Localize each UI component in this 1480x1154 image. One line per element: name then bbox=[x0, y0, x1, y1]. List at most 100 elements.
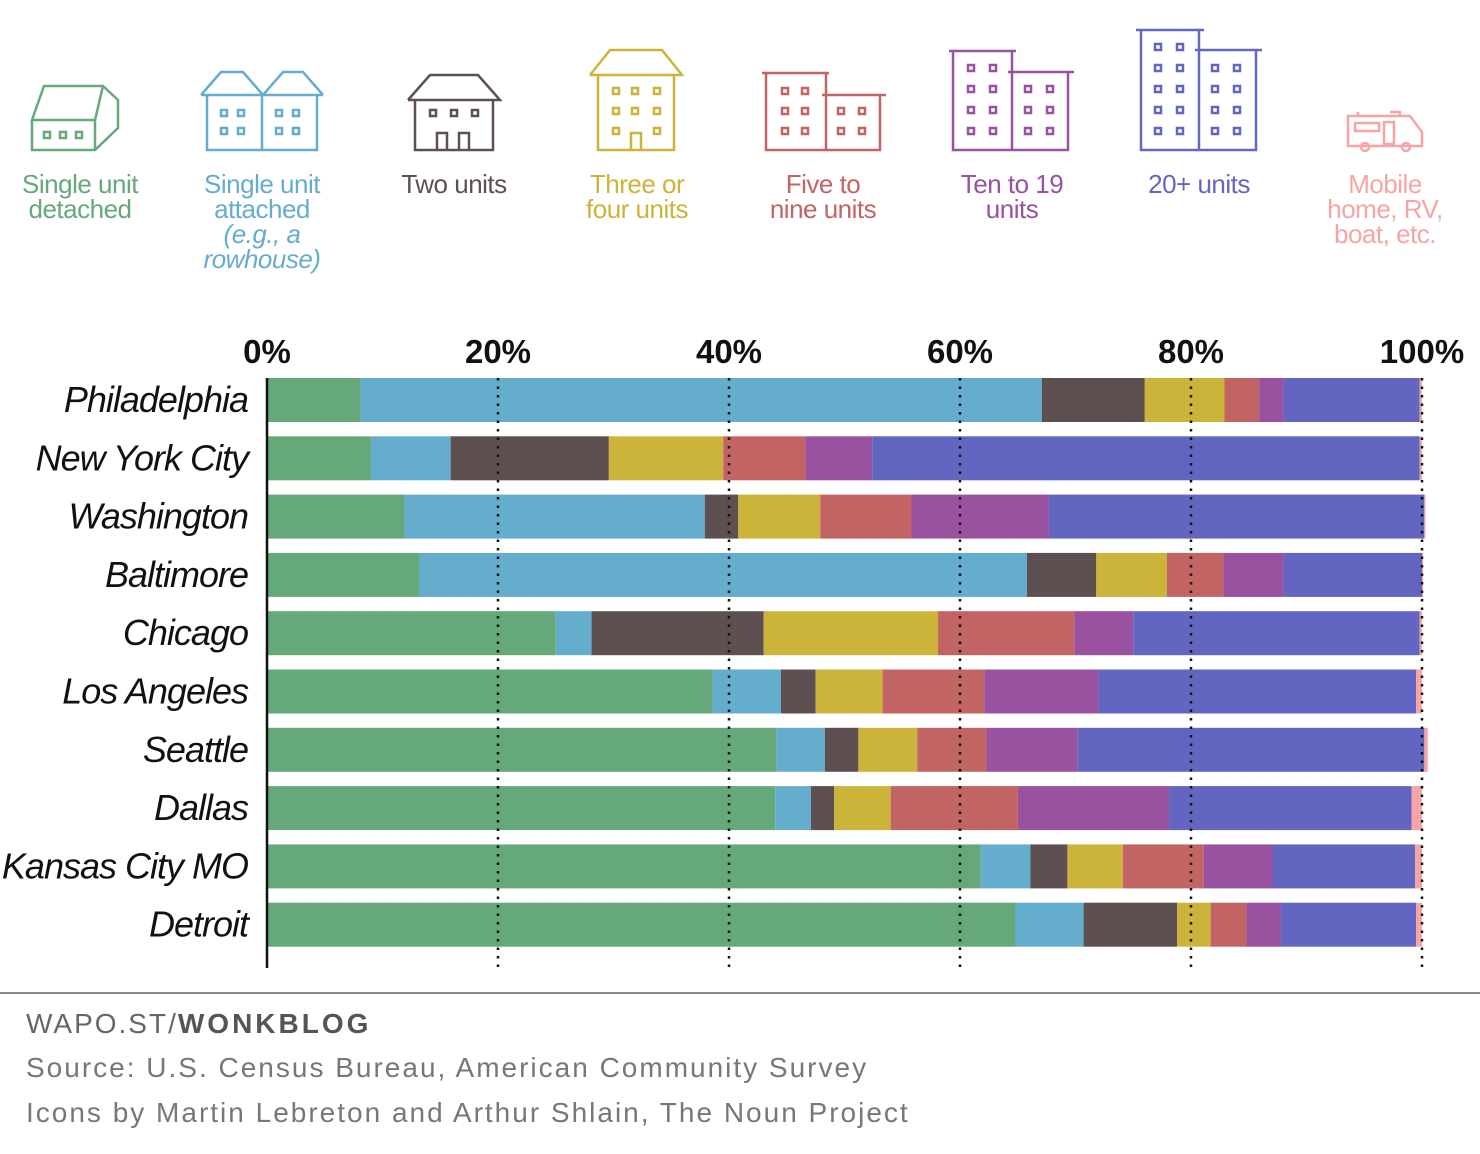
bar-segment bbox=[1281, 902, 1417, 947]
bar-segment bbox=[1144, 378, 1225, 422]
bar-segment bbox=[1415, 844, 1422, 889]
bar-segment bbox=[1419, 436, 1422, 481]
stacked-bar-chart: Philadelphia New York City Washington Balti… bbox=[2, 28, 1464, 968]
bar-segment bbox=[1067, 844, 1123, 889]
bar-segment bbox=[805, 436, 873, 481]
bar-segment bbox=[267, 902, 1016, 947]
bar-segment bbox=[917, 727, 987, 772]
bar-segment bbox=[890, 786, 1018, 831]
bar-segment bbox=[775, 786, 812, 831]
credit-brand: WONKBLOG bbox=[177, 1008, 372, 1039]
legend-label: Single unit detached bbox=[0, 169, 165, 222]
rv-icon bbox=[1346, 110, 1424, 153]
credit-prefix: WAPO.ST/ bbox=[26, 1008, 178, 1039]
small-apartment-icon bbox=[589, 48, 685, 152]
bar-segment bbox=[1026, 552, 1097, 597]
bar-segment bbox=[704, 494, 739, 539]
bar-segment bbox=[267, 494, 405, 539]
bar-segment bbox=[1411, 786, 1422, 831]
bar-segment bbox=[986, 727, 1078, 772]
bar-segment bbox=[267, 669, 713, 714]
bar-segment bbox=[938, 611, 1075, 656]
bar-segment bbox=[1133, 611, 1420, 656]
bar-segment bbox=[608, 436, 724, 481]
bar-segment bbox=[1048, 494, 1425, 539]
category-label: Dallas bbox=[154, 787, 249, 828]
legend-line: home, RV, bbox=[1327, 194, 1443, 224]
legend-line: attached bbox=[214, 194, 310, 224]
legend-line: units bbox=[985, 194, 1039, 224]
bar-segment bbox=[1224, 378, 1260, 422]
bar-segment bbox=[267, 552, 420, 597]
bar-segment bbox=[1416, 669, 1422, 714]
bar-segment bbox=[1177, 902, 1211, 947]
bar-segment bbox=[370, 436, 451, 481]
legend-line: Single unit bbox=[22, 169, 138, 199]
bar-segment bbox=[1074, 611, 1134, 656]
bar-segment bbox=[780, 669, 816, 714]
bar-segment bbox=[591, 611, 764, 656]
bar-segment bbox=[1210, 902, 1247, 947]
category-label: New York City bbox=[36, 437, 251, 478]
bar-segment bbox=[811, 786, 835, 831]
legend-label: Mobile home, RV, boat, etc. bbox=[1300, 169, 1470, 249]
high-rise-icon bbox=[1136, 28, 1262, 152]
footer-divider bbox=[0, 992, 1480, 994]
bar-segment bbox=[1077, 727, 1425, 772]
x-tick-label: 100% bbox=[1380, 333, 1464, 370]
mid-rise-icon bbox=[949, 49, 1074, 152]
bar-segment bbox=[824, 727, 859, 772]
category-label: Kansas City MO bbox=[2, 845, 248, 886]
category-label: Baltimore bbox=[105, 554, 248, 595]
bar-segment bbox=[1169, 786, 1412, 831]
bar-segment bbox=[1083, 902, 1178, 947]
x-tick-label: 60% bbox=[927, 333, 993, 370]
bar-segment bbox=[267, 611, 556, 656]
legend-label: Three or four units bbox=[552, 171, 722, 224]
credit: WAPO.ST/WONKBLOG bbox=[26, 1008, 371, 1040]
bar-segment bbox=[1246, 902, 1282, 947]
legend-line: Single unit bbox=[204, 169, 320, 199]
bar-segment bbox=[1419, 378, 1422, 422]
x-tick-label: 40% bbox=[696, 333, 762, 370]
legend-line: Ten to 19 bbox=[960, 169, 1064, 199]
bar-segment bbox=[267, 436, 371, 481]
legend-line: nine units bbox=[769, 194, 877, 224]
bar-segment bbox=[1424, 727, 1428, 772]
legend-line: four units bbox=[586, 194, 688, 224]
bar-segment bbox=[911, 494, 1049, 539]
legend-line-italic: rowhouse) bbox=[203, 244, 321, 274]
duplex-icon bbox=[407, 73, 503, 152]
category-label: Philadelphia bbox=[64, 379, 248, 420]
bar-segment bbox=[1424, 494, 1426, 539]
category-label: Los Angeles bbox=[62, 671, 249, 712]
detached-house-icon bbox=[30, 84, 120, 152]
bar-segment bbox=[267, 727, 777, 772]
bar-segment bbox=[1283, 552, 1422, 597]
bar-segment bbox=[882, 669, 985, 714]
bar-segment bbox=[450, 436, 609, 481]
category-label: Chicago bbox=[123, 612, 248, 653]
legend-line: Mobile bbox=[1348, 169, 1422, 199]
bar-segment bbox=[858, 727, 918, 772]
bar-segment bbox=[984, 669, 1099, 714]
bar-segment bbox=[1017, 786, 1170, 831]
bar-segment bbox=[1416, 902, 1422, 947]
bar-segment bbox=[815, 669, 883, 714]
bar-segment bbox=[267, 378, 361, 422]
bar-segment bbox=[776, 727, 825, 772]
legend-label: Two units bbox=[369, 171, 539, 197]
bar-segment bbox=[1166, 552, 1224, 597]
legend-label: 20+ units bbox=[1114, 171, 1284, 197]
x-tick-label: 0% bbox=[243, 333, 291, 370]
category-label: Detroit bbox=[149, 904, 251, 945]
legend-label: Five to nine units bbox=[738, 171, 908, 224]
legend-line-italic: (e.g., a bbox=[223, 219, 301, 249]
bar-segment bbox=[872, 436, 1420, 481]
bar-segment bbox=[1259, 378, 1284, 422]
x-tick-label: 80% bbox=[1158, 333, 1224, 370]
legend-label: Ten to 19 units bbox=[927, 169, 1097, 224]
bar-segment bbox=[738, 494, 821, 539]
legend-line: boat, etc. bbox=[1334, 219, 1436, 249]
bar-segment bbox=[712, 669, 781, 714]
